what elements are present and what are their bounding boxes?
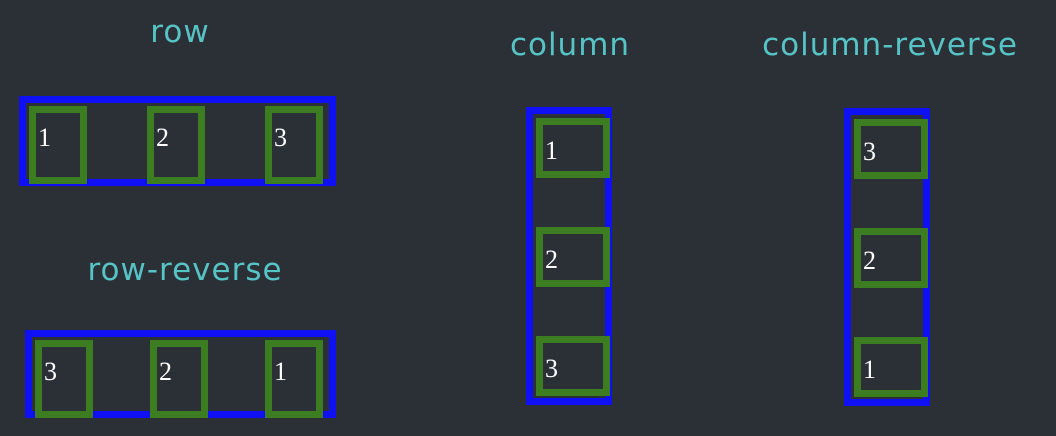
row-item: 1 <box>29 106 87 184</box>
row-flex-container: 1 2 3 <box>19 96 336 186</box>
column-reverse-item: 2 <box>854 228 928 288</box>
column-item: 3 <box>536 336 610 396</box>
row-reverse-title: row-reverse <box>87 252 283 288</box>
column-reverse-flex-container: 3 2 1 <box>844 108 930 406</box>
column-item: 1 <box>536 118 610 178</box>
column-reverse-item: 3 <box>854 119 928 179</box>
row-reverse-item: 1 <box>265 340 323 418</box>
column-item: 2 <box>536 227 610 287</box>
row-reverse-item: 2 <box>150 340 208 418</box>
row-item: 2 <box>147 106 205 184</box>
column-reverse-title: column-reverse <box>762 27 1018 63</box>
column-flex-container: 1 2 3 <box>526 107 612 405</box>
row-reverse-flex-container: 3 2 1 <box>25 330 336 418</box>
row-title: row <box>150 14 210 50</box>
row-item: 3 <box>265 106 323 184</box>
column-reverse-item: 1 <box>854 337 928 397</box>
row-reverse-item: 3 <box>35 340 93 418</box>
column-title: column <box>509 27 631 63</box>
